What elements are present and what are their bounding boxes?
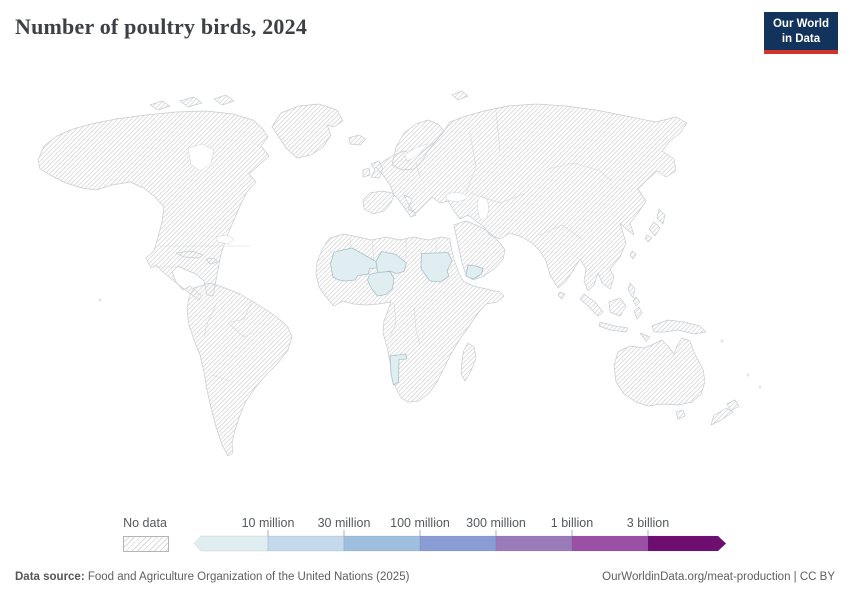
data-source-text: Food and Agriculture Organization of the… [84,571,410,583]
legend-bin-3[interactable] [343,535,421,552]
japan [656,208,666,225]
iceland [348,134,367,146]
scandinavia [391,119,445,171]
arctic-island [213,94,235,106]
svalbard [451,90,469,101]
great-britain [370,160,384,179]
legend-boundary-label: 30 million [317,516,371,530]
country-namibia[interactable] [389,353,407,386]
continent-north-america [37,110,270,301]
inland-water [187,143,489,245]
continent-africa [315,233,505,403]
owid-logo-line1: Our World [772,18,829,30]
continent-south-america [186,282,293,457]
black-sea [445,192,469,202]
data-source-prefix: Data source: [15,571,85,583]
small-island [746,373,750,377]
hispaniola [205,257,219,265]
legend-boundary-label: 300 million [466,516,526,530]
credit-link[interactable]: OurWorldinData.org/meat-production | CC … [602,571,835,583]
baltic-sea [404,143,428,162]
legend-boundary-label: 3 billion [626,516,670,530]
new-guinea [651,319,707,335]
country-yemen[interactable] [465,264,484,280]
highlighted-countries-layer [330,247,484,386]
legend-bin-4[interactable] [419,535,497,552]
java [598,321,629,333]
arctic-island [179,96,203,108]
japan [644,234,653,243]
philippines [627,282,636,299]
new-zealand [726,399,740,412]
continent-eurasia [362,103,688,292]
taiwan [629,250,637,260]
legend-boundary-label: 100 million [390,516,450,530]
world-map[interactable] [0,75,850,505]
sri-lanka [557,291,566,300]
australia [613,337,706,407]
owid-logo[interactable]: Our World in Data [763,12,838,55]
legend-bin-1[interactable] [193,535,269,552]
ireland [362,167,371,178]
small-island [98,298,102,302]
country-nigeria[interactable] [367,271,395,297]
small-island [720,339,724,343]
footer: Data source: Food and Agriculture Organi… [0,568,850,590]
legend-no-data-swatch[interactable] [123,536,169,552]
caspian-sea [477,196,489,221]
data-source-note: Data source: Food and Agriculture Organi… [15,571,409,583]
legend-bin-6[interactable] [571,535,649,552]
legend-no-data-label: No data [123,516,167,530]
sumatra [579,293,604,317]
arctic-island [149,100,171,111]
hudson-bay [187,143,215,172]
sulawesi [633,306,643,320]
legend-boundary-label: 10 million [241,516,295,530]
legend-bin-5[interactable] [495,535,573,552]
japan [648,221,661,237]
legend-boundary-label: 1 billion [550,516,594,530]
legend-bin-7[interactable] [647,535,727,552]
madagascar [460,342,477,382]
page-title: Number of poultry birds, 2024 [15,14,308,39]
great-lakes [215,234,235,245]
philippines [632,296,641,307]
owid-logo-line2: in Data [781,32,821,45]
country-sudan[interactable] [420,252,453,283]
new-zealand [710,407,734,426]
borneo [608,297,627,317]
arabian-peninsula [453,220,506,281]
legend-color-scale[interactable] [192,530,727,552]
timor [639,332,651,342]
cuba [175,250,204,259]
tasmania [675,409,686,420]
small-island [758,385,762,389]
legend-bin-2[interactable] [267,535,345,552]
greenland [271,103,344,159]
country-mali[interactable] [330,247,378,282]
no-data-landmasses [37,90,762,457]
